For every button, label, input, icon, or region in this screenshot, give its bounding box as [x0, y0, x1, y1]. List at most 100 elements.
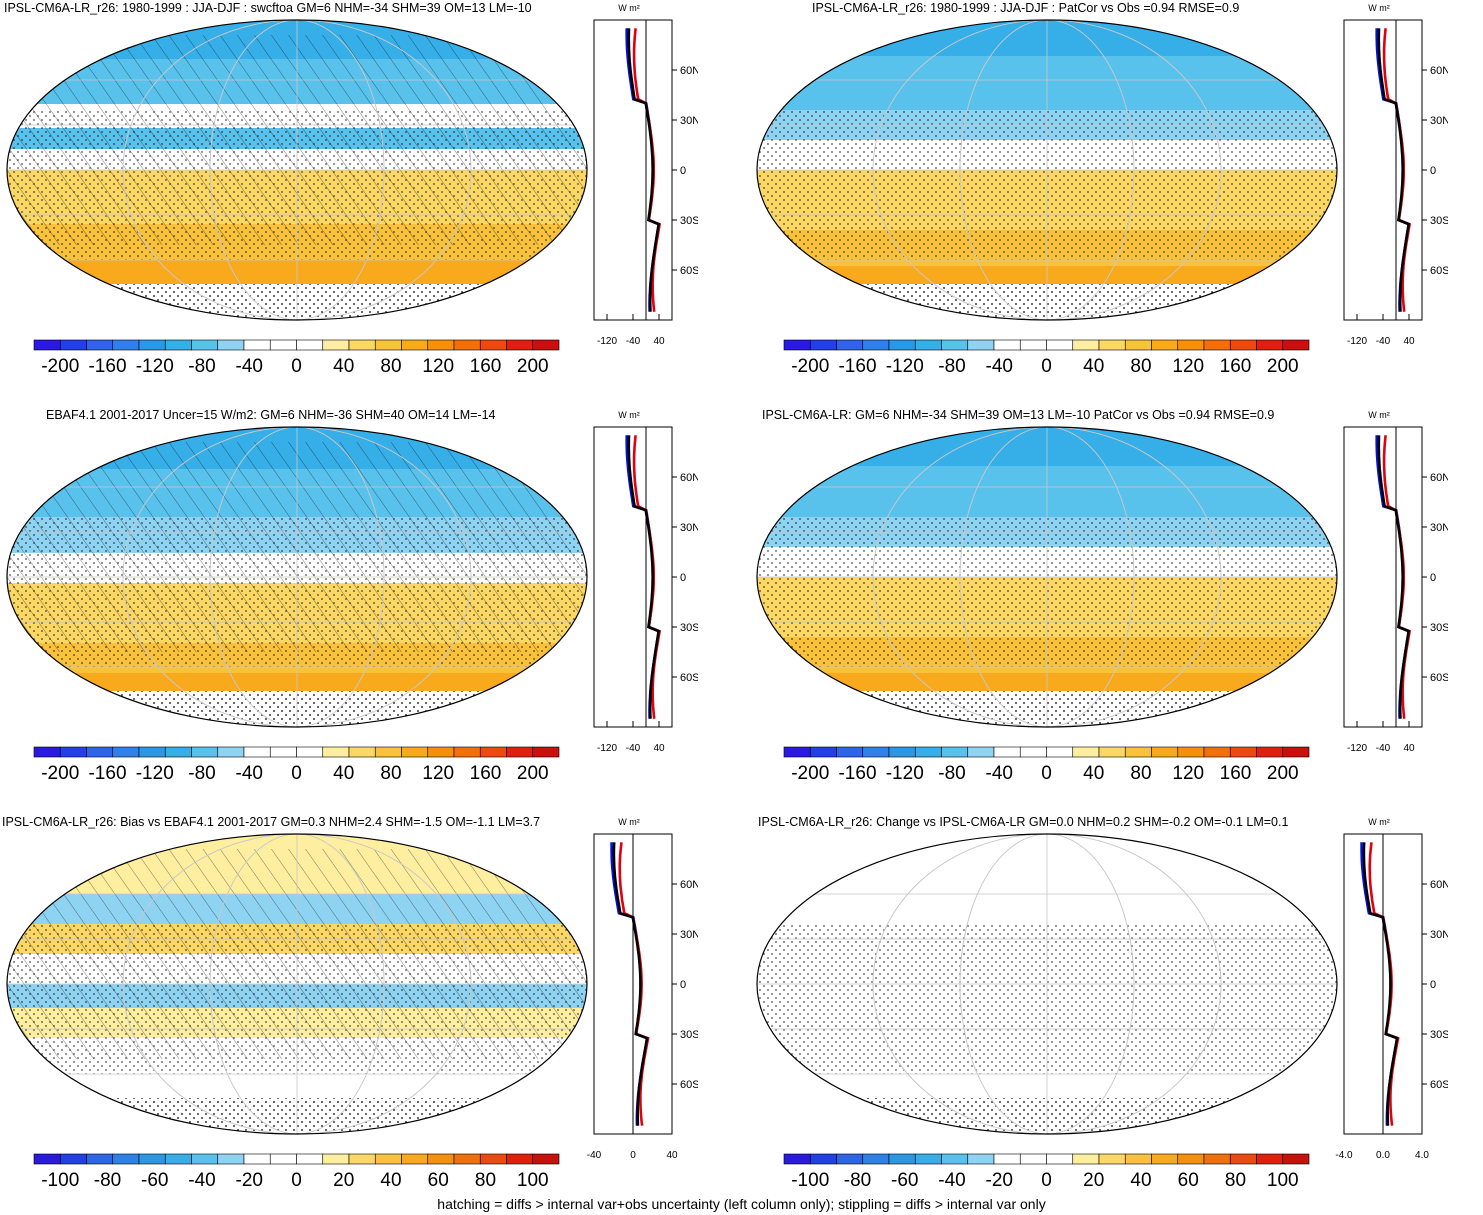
- zonal-profile-6: W m² 60N 30N 0 30S 60S -4.0 0.0 4.0: [1335, 817, 1448, 1161]
- colorbar-tick-label: 40: [333, 356, 354, 377]
- longitude-line: [122, 834, 472, 1134]
- colorbar-swatch: [1151, 746, 1179, 758]
- colorbar-swatch: [1124, 339, 1152, 351]
- map-field: [7, 20, 587, 320]
- colorbar-tick-label: 80: [1130, 356, 1151, 377]
- colorbar-tick-label: 60: [428, 1170, 449, 1191]
- colorbar-swatch: [1256, 339, 1284, 351]
- x-tick-label: 40: [1403, 743, 1415, 754]
- graticule: [757, 20, 1337, 320]
- colorbar-swatch: [296, 746, 324, 758]
- colorbar-swatch: [506, 746, 534, 758]
- latitude-label: 0: [1430, 572, 1436, 584]
- latitude-label: 0: [680, 165, 686, 177]
- colorbar-swatch: [191, 746, 219, 758]
- colorbar-tick-label: 80: [1225, 1170, 1246, 1191]
- colorbar-swatch: [374, 746, 402, 758]
- longitude-line: [122, 427, 472, 727]
- colorbar-swatch: [993, 746, 1021, 758]
- colorbar-swatch: [243, 746, 271, 758]
- x-tick-label: -40: [626, 336, 641, 347]
- colorbar-swatch: [967, 339, 995, 351]
- profile-frame: [1343, 426, 1423, 728]
- colorbar-swatch: [1072, 746, 1100, 758]
- colorbar-swatch: [269, 1153, 297, 1165]
- colorbar-1: -200 -160 -120 -80 -40 0 40 80 120 160 200: [33, 339, 560, 377]
- map-field: [7, 427, 587, 727]
- colorbar-tick-label: -60: [891, 1170, 918, 1191]
- colorbar-swatch: [138, 1153, 166, 1165]
- x-tick-label: 40: [653, 336, 665, 347]
- x-tick-label: -120: [597, 743, 617, 754]
- colorbar-swatch: [112, 1153, 140, 1165]
- colorbar-tick-label: 80: [475, 1170, 496, 1191]
- colorbar-tick-label: -160: [88, 763, 126, 784]
- colorbar-tick-label: -200: [791, 763, 829, 784]
- colorbar-swatch: [401, 746, 429, 758]
- colorbar-swatch: [532, 746, 560, 758]
- panel-title-2: IPSL-CM6A-LR_r26: 1980-1999 : JJA-DJF : …: [812, 1, 1240, 15]
- colorbar-swatch: [1229, 339, 1257, 351]
- graticule: [7, 20, 587, 320]
- colorbar-swatch: [86, 339, 114, 351]
- colorbar-tick-label: 200: [1267, 763, 1299, 784]
- colorbar-swatch: [506, 1153, 534, 1165]
- colorbar-tick-label: 0: [291, 1170, 302, 1191]
- panel-title-3: EBAF4.1 2001-2017 Uncer=15 W/m2: GM=6 NH…: [46, 408, 496, 422]
- colorbar-swatch: [888, 1153, 916, 1165]
- colorbar-swatch: [967, 1153, 995, 1165]
- colorbar-swatch: [1072, 1153, 1100, 1165]
- colorbar-swatch: [33, 746, 61, 758]
- colorbar-tick-label: 120: [422, 356, 454, 377]
- colorbar-tick-label: 80: [380, 356, 401, 377]
- colorbar-swatch: [1019, 1153, 1047, 1165]
- colorbar-swatch: [243, 1153, 271, 1165]
- colorbar-swatch: [112, 746, 140, 758]
- colorbar-swatch: [967, 746, 995, 758]
- colorbar-swatch: [1046, 746, 1074, 758]
- colorbar-swatch: [1203, 339, 1231, 351]
- colorbar-tick-label: 40: [1083, 356, 1104, 377]
- colorbar-tick-label: 160: [470, 763, 502, 784]
- colorbar-swatch: [836, 1153, 864, 1165]
- x-tick-label: -40: [1376, 743, 1391, 754]
- colorbar-tick-label: 200: [517, 356, 549, 377]
- colorbar-tick-label: -120: [886, 763, 924, 784]
- latitude-label: 60S: [1430, 672, 1448, 684]
- graticule: [7, 427, 587, 727]
- colorbar-swatch: [348, 339, 376, 351]
- latitude-label: 30S: [680, 215, 698, 227]
- latitude-label: 60S: [680, 672, 698, 684]
- colorbar-tick-label: 40: [1083, 763, 1104, 784]
- map-panel-5: [6, 833, 588, 1135]
- x-tick-label: -120: [597, 336, 617, 347]
- map-field: [757, 834, 1337, 1134]
- colorbar-swatch: [1019, 746, 1047, 758]
- longitude-line: [872, 20, 1222, 320]
- colorbar-swatch: [1203, 746, 1231, 758]
- colorbar-tick-label: 80: [380, 763, 401, 784]
- colorbar-tick-label: 0: [1041, 763, 1052, 784]
- graticule: [757, 834, 1337, 1134]
- x-tick-label: 40: [653, 743, 665, 754]
- colorbar-swatch: [348, 746, 376, 758]
- latitude-label: 60N: [1430, 879, 1448, 891]
- colorbar-swatch: [296, 339, 324, 351]
- colorbar-swatch: [322, 339, 350, 351]
- colorbar-tick-label: 80: [1130, 763, 1151, 784]
- colorbar-swatch: [783, 339, 811, 351]
- zonal-profile-4: W m² 60N 30N 0 30S 60S -120 -40 40: [1343, 410, 1448, 754]
- colorbar-swatch: [1203, 1153, 1231, 1165]
- zonal-profile-3: W m² 60N 30N 0 30S 60S -120 -40 40: [593, 410, 698, 754]
- colorbar-swatch: [783, 746, 811, 758]
- colorbar-tick-label: 100: [517, 1170, 549, 1191]
- colorbar-swatch: [1256, 746, 1284, 758]
- zonal-mean-line: [627, 28, 661, 312]
- colorbar-swatch: [862, 746, 890, 758]
- zonal-mean-line: [1377, 28, 1411, 312]
- colorbar-swatch: [191, 1153, 219, 1165]
- colorbar-swatch: [191, 339, 219, 351]
- x-tick-label: -120: [1347, 743, 1367, 754]
- latitude-label: 30N: [680, 522, 698, 534]
- latitude-label: 60S: [680, 1079, 698, 1091]
